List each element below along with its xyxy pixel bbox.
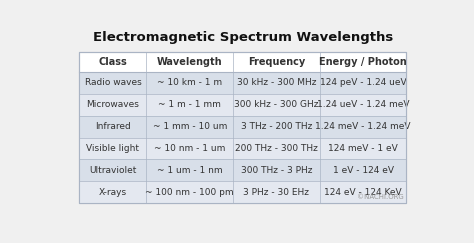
Text: Visible light: Visible light [86, 144, 139, 153]
Text: Ultraviolet: Ultraviolet [89, 166, 137, 175]
Text: 124 meV - 1 eV: 124 meV - 1 eV [328, 144, 398, 153]
Text: 300 THz - 3 PHz: 300 THz - 3 PHz [241, 166, 312, 175]
Text: Infrared: Infrared [95, 122, 131, 131]
Bar [80, 159, 406, 181]
Text: Electromagnetic Spectrum Wavelengths: Electromagnetic Spectrum Wavelengths [93, 31, 393, 44]
Text: ~ 1 um - 1 nm: ~ 1 um - 1 nm [157, 166, 223, 175]
Text: Frequency: Frequency [248, 57, 305, 67]
Bar [80, 138, 406, 159]
Bar [80, 52, 406, 203]
Text: 1.24 ueV - 1.24 meV: 1.24 ueV - 1.24 meV [317, 100, 410, 109]
Text: Class: Class [99, 57, 128, 67]
Bar [80, 52, 406, 203]
Text: Energy / Photon: Energy / Photon [319, 57, 407, 67]
Bar [80, 116, 406, 138]
Text: X-rays: X-rays [99, 188, 127, 197]
Text: 1 eV - 124 eV: 1 eV - 124 eV [333, 166, 393, 175]
Text: ~ 1 mm - 10 um: ~ 1 mm - 10 um [153, 122, 227, 131]
Text: Wavelength: Wavelength [157, 57, 223, 67]
Text: 1.24 meV - 1.24 meV: 1.24 meV - 1.24 meV [315, 122, 411, 131]
Text: ~ 100 nm - 100 pm: ~ 100 nm - 100 pm [146, 188, 234, 197]
Text: 200 THz - 300 THz: 200 THz - 300 THz [235, 144, 318, 153]
Text: ~ 10 km - 1 m: ~ 10 km - 1 m [157, 78, 222, 87]
Bar [80, 181, 406, 203]
Text: 30 kHz - 300 MHz: 30 kHz - 300 MHz [237, 78, 316, 87]
Text: 124 eV - 124 KeV: 124 eV - 124 KeV [324, 188, 402, 197]
Text: Radio waves: Radio waves [84, 78, 141, 87]
Bar [80, 72, 406, 94]
Text: ©NACHI.ORG: ©NACHI.ORG [357, 194, 403, 200]
Text: ~ 1 m - 1 mm: ~ 1 m - 1 mm [158, 100, 221, 109]
Text: ~ 10 nm - 1 um: ~ 10 nm - 1 um [154, 144, 226, 153]
Text: 3 PHz - 30 EHz: 3 PHz - 30 EHz [244, 188, 310, 197]
Text: 3 THz - 200 THz: 3 THz - 200 THz [241, 122, 312, 131]
Text: 300 kHz - 300 GHz: 300 kHz - 300 GHz [234, 100, 319, 109]
Text: 124 peV - 1.24 ueV: 124 peV - 1.24 ueV [320, 78, 406, 87]
Text: Microwaves: Microwaves [87, 100, 139, 109]
Bar [80, 94, 406, 116]
